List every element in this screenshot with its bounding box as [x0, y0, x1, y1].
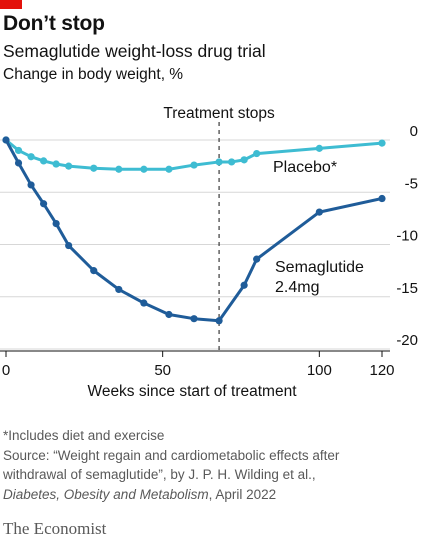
brand-red-tag [0, 0, 22, 9]
x-tick-label: 50 [154, 362, 171, 379]
data-point [52, 220, 60, 228]
series-line-1 [4, 139, 383, 323]
x-tick-label: 0 [2, 362, 10, 379]
data-point [240, 281, 248, 289]
treatment-stops-annotation: Treatment stops [163, 105, 275, 351]
semaglutide-label-line: 2.4mg [275, 279, 319, 296]
chart-title: Don’t stop [3, 12, 105, 35]
data-point [115, 165, 123, 173]
x-axis-label: Weeks since start of treatment [87, 383, 297, 400]
data-point [52, 160, 60, 168]
semaglutide-label: Semaglutide 2.4mg [275, 259, 364, 296]
data-point [27, 181, 35, 189]
source-line-3: Diabetes, Obesity and Metabolism, April … [3, 485, 339, 505]
data-point [253, 149, 261, 158]
placebo-label: Placebo* [273, 159, 337, 176]
data-point [315, 144, 323, 152]
data-point [14, 159, 23, 167]
data-point [228, 158, 236, 166]
data-point [140, 165, 148, 173]
y-tick-labels: 0 -5 -10 -15 -20 [396, 123, 418, 349]
y-tick-label: 0 [410, 123, 418, 140]
data-point [65, 241, 73, 250]
data-point [40, 200, 48, 208]
y-axis-unit-label: Change in body weight, % [3, 66, 184, 83]
data-point [90, 267, 98, 275]
chart-subtitle: Semaglutide weight-loss drug trial [3, 41, 266, 61]
data-point [90, 164, 98, 172]
data-point [65, 162, 73, 170]
footnote: *Includes diet and exercise Source: “Wei… [3, 426, 339, 504]
data-point [140, 299, 148, 307]
data-point [40, 157, 48, 165]
y-tick-label: -10 [396, 228, 418, 245]
footnote-asterisk: *Includes diet and exercise [3, 428, 165, 443]
grid [0, 139, 390, 350]
data-point [115, 285, 123, 294]
data-point [240, 156, 248, 164]
data-point [27, 153, 35, 161]
data-point [378, 139, 386, 147]
y-tick-label: -20 [396, 332, 418, 349]
source-line-1: Source: “Weight regain and cardiometabol… [3, 447, 340, 463]
series-layer [2, 136, 386, 325]
data-point [378, 194, 386, 203]
data-point [190, 161, 198, 169]
data-point [190, 315, 198, 323]
data-point [215, 317, 223, 325]
data-point [215, 158, 223, 166]
publication-date: , April 2022 [208, 486, 277, 502]
data-point [315, 208, 323, 216]
data-point [165, 165, 173, 173]
source-line-2: withdrawal of semaglutide”, by J. P. H. … [3, 467, 316, 482]
series-labels: Placebo* Semaglutide 2.4mg [273, 159, 364, 296]
data-point [2, 136, 10, 144]
data-point [14, 146, 23, 155]
x-tick-label: 100 [307, 362, 332, 379]
y-tick-label: -5 [405, 175, 418, 192]
x-tick-label: 120 [369, 362, 394, 379]
treatment-stops-label: Treatment stops [163, 105, 275, 122]
y-tick-label: -15 [396, 280, 418, 297]
x-axis: 0 50 100 120 Weeks since start of treatment [0, 350, 395, 400]
semaglutide-label-line: Semaglutide [275, 259, 364, 276]
journal-name: Diabetes, Obesity and Metabolism [3, 486, 209, 502]
publisher-logo-text: The Economist [3, 519, 107, 538]
line-chart: 0 -5 -10 -15 -20 0 50 100 120 Weeks since start … [0, 105, 418, 400]
data-point [253, 255, 261, 263]
data-point [165, 310, 173, 319]
